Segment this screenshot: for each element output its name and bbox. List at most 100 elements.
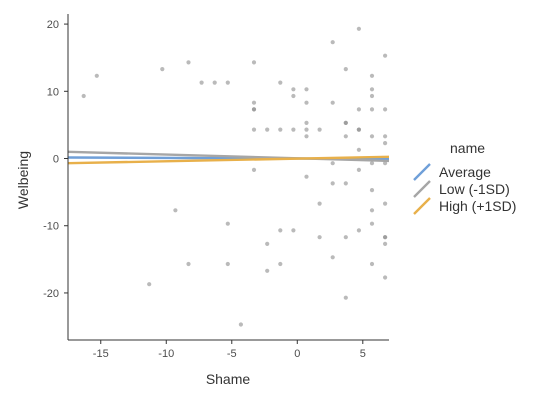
- data-point: [265, 127, 270, 132]
- data-point: [278, 261, 283, 267]
- data-point: [383, 141, 388, 146]
- data-point: [356, 167, 361, 172]
- regression-lines: [67, 150, 390, 165]
- data-point: [343, 134, 348, 139]
- data-point: [291, 93, 296, 99]
- data-point: [291, 228, 296, 233]
- data-point: [383, 235, 388, 240]
- y-axis-title: Welbeing: [15, 151, 31, 209]
- data-point: [291, 127, 296, 132]
- data-point: [383, 134, 388, 139]
- x-tick-label: -10: [158, 348, 174, 360]
- data-point: [330, 181, 335, 186]
- data-point: [199, 80, 204, 85]
- data-point: [317, 127, 322, 132]
- data-point: [186, 60, 191, 65]
- data-point: [291, 87, 296, 92]
- data-point: [251, 127, 257, 132]
- legend-label-high-1sd: High (+1SD): [439, 198, 516, 214]
- x-axis-title: Shame: [206, 371, 251, 387]
- data-point: [160, 67, 165, 72]
- data-point: [251, 107, 257, 112]
- y-tick-label: 0: [53, 154, 59, 166]
- data-point: [212, 80, 217, 85]
- data-point: [369, 208, 375, 213]
- data-point: [278, 127, 283, 132]
- data-point: [265, 241, 270, 246]
- data-point: [369, 134, 375, 139]
- data-point: [94, 73, 99, 78]
- legend-label-low-1sd: Low (-1SD): [439, 181, 510, 197]
- scatter-points: [81, 26, 388, 327]
- data-point: [369, 87, 375, 92]
- data-point: [251, 167, 257, 172]
- data-point: [383, 201, 388, 206]
- data-point: [343, 295, 348, 300]
- data-point: [383, 275, 388, 280]
- data-point: [369, 93, 375, 99]
- data-point: [81, 93, 86, 99]
- data-point: [343, 120, 348, 125]
- y-axis-ticks: -20 -10 0 10 20: [43, 19, 68, 300]
- data-point: [383, 107, 388, 112]
- data-point: [383, 53, 388, 58]
- data-point: [369, 221, 375, 226]
- data-point: [147, 282, 152, 287]
- data-point: [356, 26, 361, 31]
- data-point: [173, 208, 178, 213]
- data-point: [186, 261, 191, 267]
- data-point: [343, 235, 348, 240]
- data-point: [330, 100, 335, 105]
- x-tick-label: -15: [93, 348, 109, 360]
- data-point: [369, 107, 375, 112]
- data-point: [225, 261, 230, 267]
- x-tick-label: -5: [227, 348, 237, 360]
- data-point: [356, 228, 361, 233]
- x-tick-label: 0: [294, 348, 300, 360]
- data-point: [225, 80, 230, 85]
- x-tick-label: 5: [360, 348, 366, 360]
- legend-key-average: [413, 163, 431, 181]
- legend-title: name: [450, 140, 485, 156]
- y-tick-label: 20: [47, 19, 59, 31]
- data-point: [304, 100, 309, 105]
- data-point: [304, 127, 309, 132]
- data-point: [383, 161, 388, 166]
- y-tick-label: 10: [47, 86, 59, 98]
- data-point: [330, 40, 335, 45]
- data-point: [278, 228, 283, 233]
- data-point: [343, 181, 348, 186]
- data-point: [343, 67, 348, 72]
- data-point: [225, 221, 230, 226]
- y-tick-label: -20: [43, 288, 59, 300]
- data-point: [304, 120, 309, 125]
- data-point: [330, 255, 335, 260]
- series-line-high-1sd: [67, 155, 390, 165]
- data-point: [356, 147, 361, 152]
- data-point: [238, 322, 243, 327]
- data-point: [356, 127, 361, 132]
- data-point: [251, 60, 257, 65]
- x-axis-ticks: -15 -10 -5 0 5: [93, 340, 366, 360]
- data-point: [317, 235, 322, 240]
- data-point: [278, 80, 283, 85]
- data-point: [330, 161, 335, 166]
- y-tick-label: -10: [43, 221, 59, 233]
- data-point: [383, 241, 388, 246]
- legend-key-low-1sd: [413, 180, 431, 198]
- data-point: [304, 87, 309, 92]
- data-point: [304, 134, 309, 139]
- data-point: [251, 100, 257, 105]
- legend-key-high-1sd: [413, 197, 431, 215]
- legend-label-average: Average: [439, 164, 491, 180]
- data-point: [265, 268, 270, 273]
- data-point: [369, 188, 375, 193]
- data-point: [317, 201, 322, 206]
- data-point: [304, 174, 309, 179]
- data-point: [356, 107, 361, 112]
- series-line-low-1sd: [67, 150, 390, 163]
- data-point: [369, 73, 375, 78]
- data-point: [369, 261, 375, 267]
